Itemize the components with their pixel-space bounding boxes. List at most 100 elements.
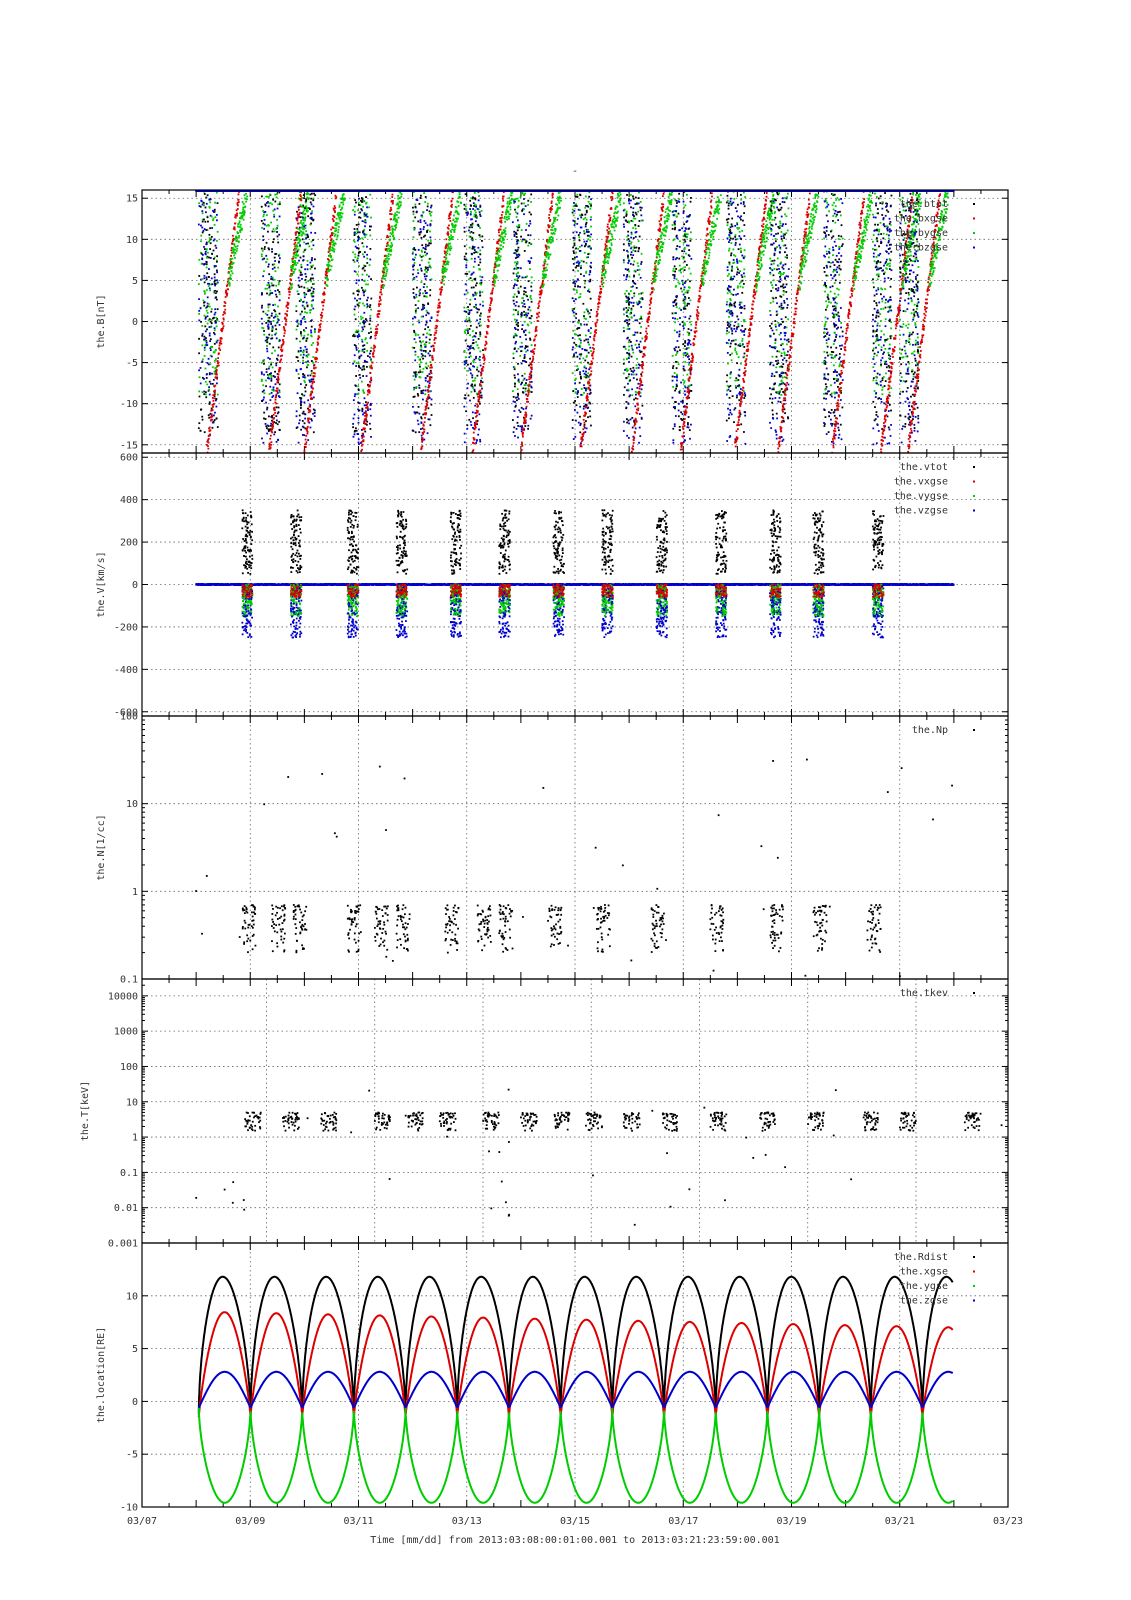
point-bx — [322, 293, 325, 296]
point-by — [559, 186, 561, 188]
point-bx — [521, 444, 524, 447]
point-by — [457, 213, 460, 216]
point-by — [420, 174, 422, 176]
point-btot — [424, 266, 427, 269]
point-by — [333, 250, 336, 253]
point-btot — [423, 283, 426, 286]
point-bz — [521, 426, 523, 429]
point-bx — [382, 274, 385, 277]
point-btot — [471, 237, 474, 240]
point-btot — [206, 216, 209, 219]
point-bz — [477, 322, 480, 325]
point-by — [504, 233, 507, 235]
point-bx — [485, 342, 488, 344]
point-bz — [358, 443, 360, 445]
point-bx — [361, 443, 364, 446]
point-bx — [526, 400, 528, 403]
point-bx — [583, 421, 586, 424]
point-bz — [590, 327, 592, 330]
point-bz — [198, 369, 201, 372]
point-bx — [600, 280, 603, 283]
point-by — [517, 324, 519, 326]
point-by — [496, 269, 499, 272]
point-by — [501, 232, 504, 235]
point-bz — [578, 345, 581, 348]
point-by — [521, 191, 524, 194]
point-bx — [584, 413, 587, 416]
point-btot — [209, 412, 212, 415]
point-bz — [463, 226, 466, 229]
point-btot — [472, 417, 474, 420]
point-bz — [424, 245, 427, 248]
point-btot — [268, 415, 270, 418]
point-bx — [214, 389, 216, 392]
point-btot — [352, 335, 355, 337]
point-by — [530, 281, 533, 284]
point-by — [573, 314, 576, 317]
point-bz — [472, 339, 475, 341]
point-by — [207, 285, 210, 287]
point-by — [419, 376, 422, 379]
point-by — [310, 344, 313, 346]
point-by — [361, 330, 364, 333]
point-bx — [592, 357, 594, 360]
point-btot — [310, 360, 313, 362]
point-bz — [356, 336, 359, 338]
point-by — [335, 227, 337, 230]
point-by — [357, 178, 359, 180]
point-by — [330, 256, 332, 259]
point-by — [572, 356, 574, 358]
point-btot — [517, 325, 520, 327]
point-by — [457, 201, 460, 203]
point-by — [504, 235, 506, 238]
point-by — [507, 211, 510, 213]
point-bz — [309, 217, 312, 220]
point-btot — [413, 371, 416, 374]
point-by — [385, 270, 388, 273]
point-by — [200, 240, 202, 243]
point-by — [357, 392, 360, 395]
point-by — [542, 274, 545, 277]
point-bz — [300, 401, 303, 404]
point-btot — [422, 307, 424, 310]
point-by — [230, 278, 232, 280]
point-bz — [519, 267, 522, 270]
point-bx — [482, 362, 485, 365]
point-bz — [366, 253, 369, 256]
point-btot — [585, 373, 587, 376]
point-btot — [352, 333, 355, 336]
point-bz — [528, 224, 530, 227]
point-by — [238, 217, 241, 219]
point-bz — [212, 239, 215, 242]
point-btot — [418, 365, 421, 368]
point-bz — [310, 218, 313, 221]
point-bz — [356, 239, 359, 242]
point-by — [523, 193, 526, 196]
point-bz — [530, 370, 533, 373]
point-bx — [587, 381, 590, 383]
point-btot — [215, 292, 217, 294]
point-btot — [303, 307, 306, 310]
point-by — [547, 256, 550, 259]
point-btot — [360, 208, 363, 211]
point-bx — [604, 256, 606, 259]
point-btot — [295, 337, 298, 340]
point-btot — [583, 423, 586, 426]
point-btot — [356, 231, 359, 234]
point-by — [530, 186, 532, 188]
point-bz — [472, 271, 475, 274]
point-by — [270, 169, 272, 171]
point-btot — [473, 390, 476, 393]
point-by — [302, 148, 304, 150]
point-bx — [498, 239, 501, 242]
point-by — [307, 363, 310, 366]
point-btot — [430, 414, 433, 416]
point-btot — [524, 334, 527, 336]
point-bx — [313, 363, 316, 366]
point-by — [235, 237, 238, 240]
point-by — [203, 291, 206, 293]
point-by — [301, 205, 303, 208]
point-bx — [270, 430, 273, 433]
point-bz — [357, 333, 360, 336]
point-by — [370, 346, 373, 349]
